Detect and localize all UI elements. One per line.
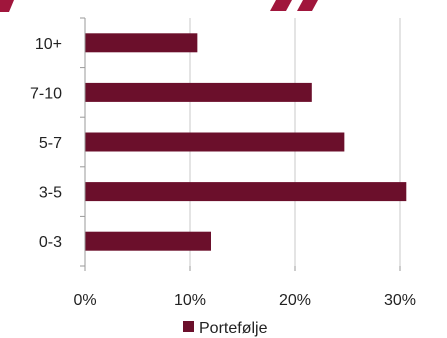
x-tick-label: 0%	[73, 292, 96, 309]
category-label: 3-5	[39, 185, 62, 202]
legend: Portefølje	[183, 320, 268, 337]
x-tick-label: 30%	[384, 292, 416, 309]
category-label: 7-10	[30, 85, 62, 102]
x-tick-label: 20%	[279, 292, 311, 309]
x-tick-label: 10%	[174, 292, 206, 309]
bar-3-5	[85, 182, 407, 202]
category-label: 5-7	[39, 135, 62, 152]
x-tick-labels: 0% 10% 20% 30%	[73, 292, 416, 309]
legend-label: Portefølje	[199, 320, 268, 337]
title-fragment	[0, 0, 318, 12]
bar-0-3	[85, 231, 211, 251]
category-label: 0-3	[39, 234, 62, 251]
bars	[85, 33, 407, 251]
bar-10+	[85, 33, 198, 53]
legend-swatch	[183, 321, 194, 332]
category-labels: 10+ 7-10 5-7 3-5 0-3	[30, 36, 62, 251]
bar-7-10	[85, 82, 312, 102]
category-label: 10+	[35, 36, 62, 53]
bar-5-7	[85, 132, 345, 152]
